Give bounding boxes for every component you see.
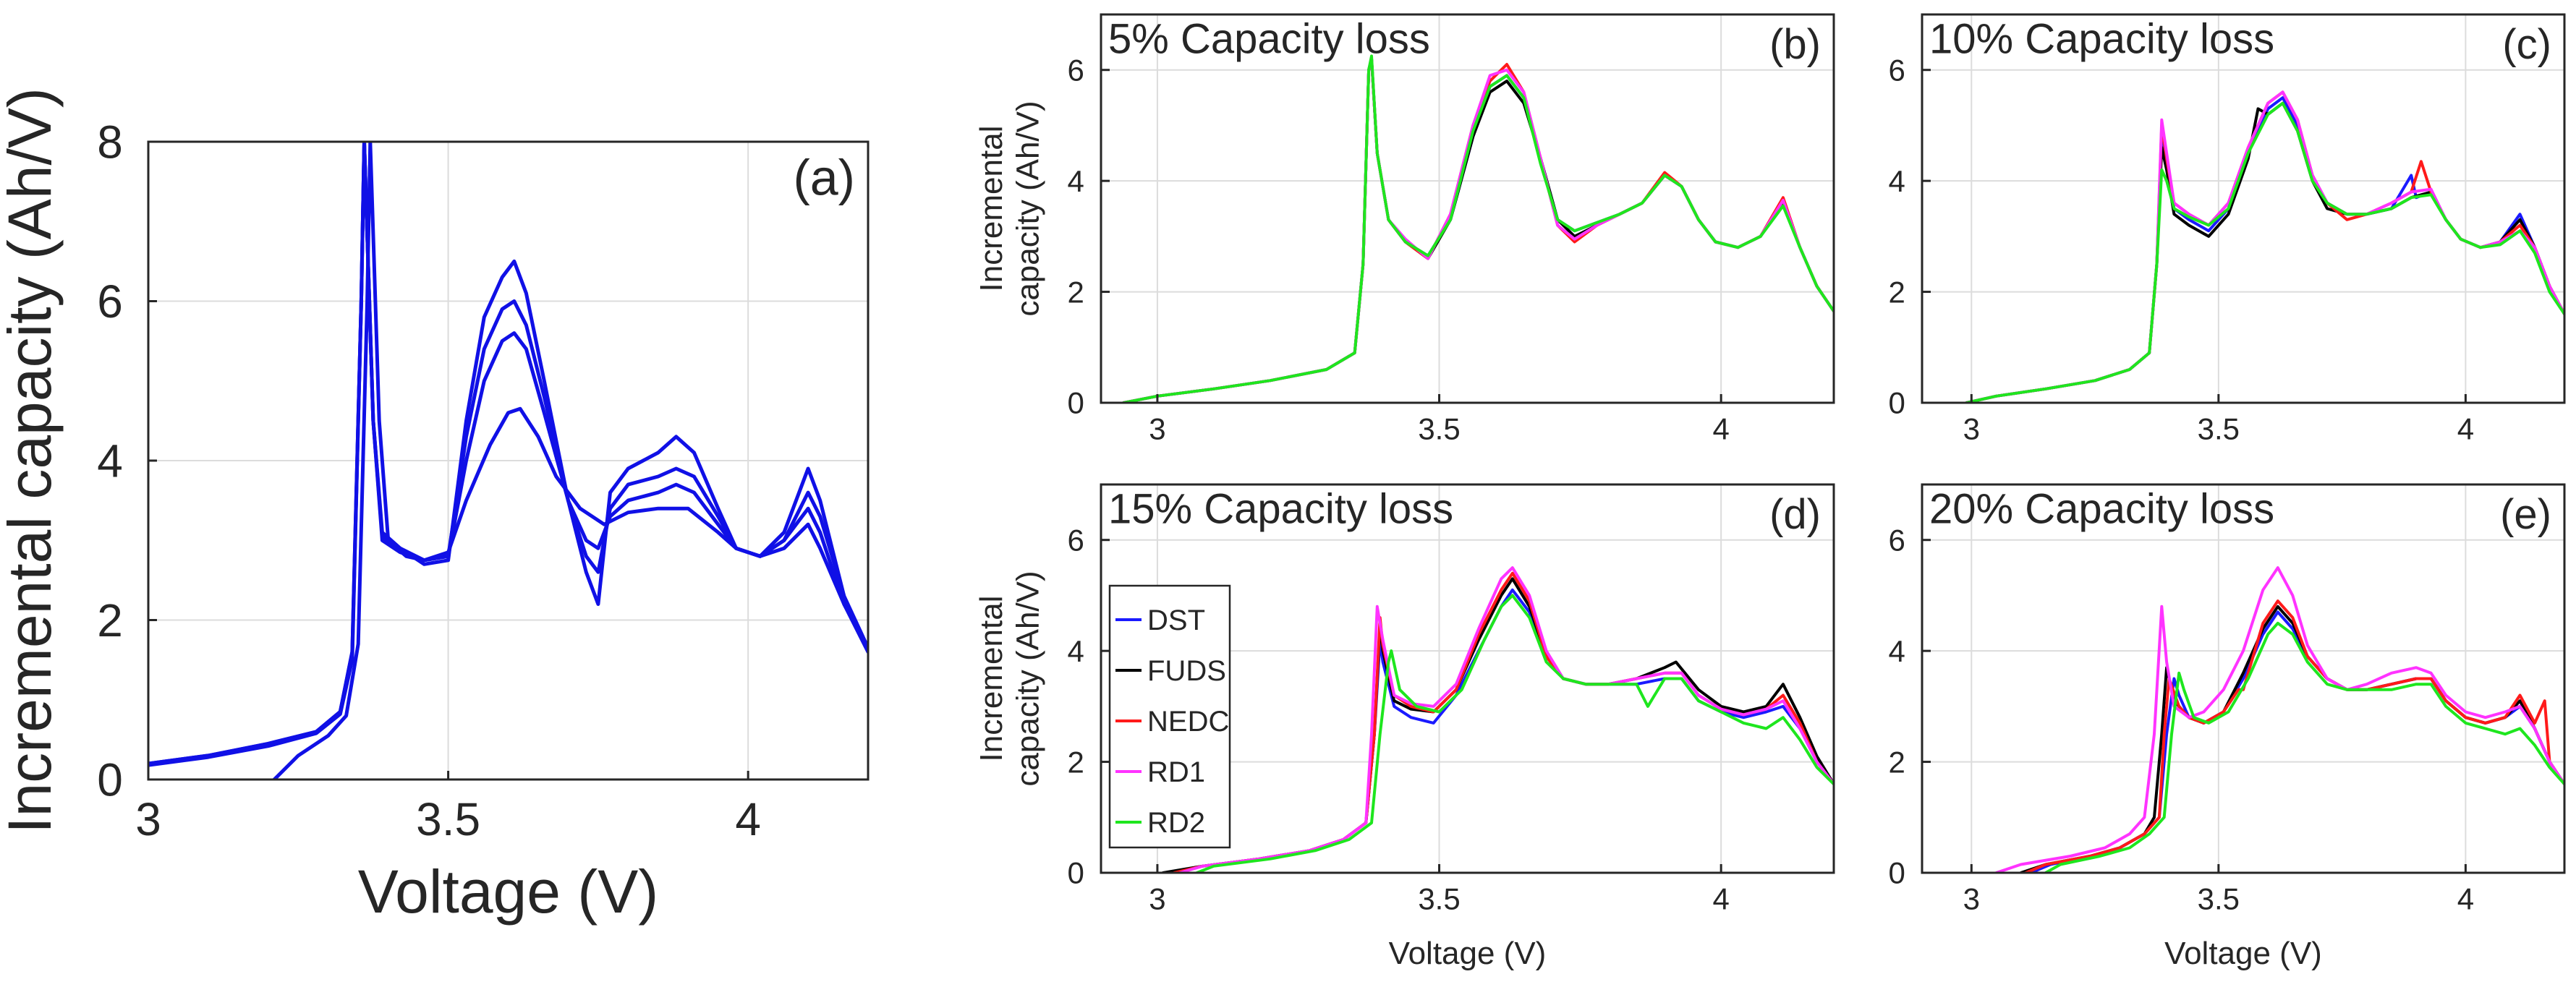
legend-label-nedc: NEDC <box>1147 706 1229 738</box>
y-tick-label: 2 <box>1889 745 1905 779</box>
x-tick-label: 3.5 <box>2198 881 2240 915</box>
x-axis-label: Voltage (V) <box>358 858 659 926</box>
y-axis-label: Incremental capacity (Ah/V) <box>0 87 64 834</box>
panel-label: (b) <box>1769 21 1821 68</box>
x-tick-label: 3 <box>1963 881 1980 915</box>
y-tick-label: 4 <box>1889 164 1905 198</box>
panel-title: 15% Capacity loss <box>1108 485 1453 532</box>
y-axis-label: Incrementalcapacity (Ah/V) <box>974 101 1046 316</box>
legend-label-fuds: FUDS <box>1147 655 1226 687</box>
x-tick-label: 3 <box>1149 411 1165 445</box>
x-tick-label: 3.5 <box>2198 411 2240 445</box>
y-tick-label: 0 <box>1889 386 1905 420</box>
x-tick-label: 3.5 <box>416 793 480 845</box>
plot-frame-b <box>1100 13 1835 404</box>
legend-label-rd1: RD1 <box>1147 756 1205 788</box>
y-tick-label: 6 <box>1068 523 1084 557</box>
series-line-rd1 <box>1178 566 1834 873</box>
plot-frame-c <box>1921 13 2566 404</box>
series-line-rd2 <box>1195 594 1834 873</box>
series-line-nedc <box>2024 599 2564 873</box>
y-tick-label: 0 <box>1068 386 1084 420</box>
x-tick-label: 3 <box>1149 881 1165 915</box>
y-tick-label: 4 <box>1889 634 1905 668</box>
y-tick-label: 6 <box>1889 523 1905 557</box>
legend-label-rd2: RD2 <box>1147 807 1205 839</box>
x-tick-label: 4 <box>2457 411 2474 445</box>
x-tick-label: 3.5 <box>1418 411 1460 445</box>
series-line-rd2 <box>1122 54 1834 403</box>
series-line-rd2 <box>2044 621 2564 873</box>
panel-e: 3 3.5 4 0 2 4 6 (e) 20% Capacity loss Voltage (V) <box>1889 483 2566 971</box>
series-group-a <box>148 142 868 780</box>
plot-area-b <box>1100 13 1835 404</box>
series-line-curve-4 <box>272 142 868 780</box>
x-axis-label: Voltage (V) <box>1389 936 1547 971</box>
legend-label-dst: DST <box>1147 605 1205 636</box>
y-tick-label: 0 <box>97 753 123 806</box>
panel-b: 3 3.5 4 0 2 4 6 (b) 5% Capacity loss Incrementalc… <box>974 13 1835 445</box>
x-tick-label: 4 <box>735 793 761 845</box>
x-tick-label: 3.5 <box>1418 881 1460 915</box>
panel-label: (c) <box>2502 21 2551 68</box>
panel-c: 3 3.5 4 0 2 4 6 (c) 10% Capacity loss <box>1889 13 2566 445</box>
series-group-c <box>1965 90 2564 403</box>
x-tick-label: 3 <box>135 793 161 845</box>
panel-title: 10% Capacity loss <box>1929 15 2274 62</box>
y-tick-label: 4 <box>1068 634 1084 668</box>
y-tick-label: 4 <box>97 435 123 487</box>
series-group-b <box>1122 54 1834 403</box>
panel-label: (e) <box>2500 491 2551 538</box>
y-tick-label: 2 <box>1889 275 1905 309</box>
y-axis-label-line-1: Incremental <box>974 596 1009 762</box>
y-tick-label: 8 <box>97 116 123 168</box>
x-tick-label: 3 <box>1963 411 1980 445</box>
panel-title: 20% Capacity loss <box>1929 485 2274 532</box>
y-tick-label: 6 <box>1889 53 1905 87</box>
y-tick-label: 0 <box>1068 856 1084 890</box>
y-tick-label: 6 <box>97 276 123 328</box>
legend: DST FUDS NEDC RD1 RD2 <box>1108 584 1231 849</box>
series-line-rd1 <box>1994 566 2564 873</box>
y-axis-label-line-2: capacity (Ah/V) <box>1011 101 1046 316</box>
y-tick-label: 2 <box>1068 745 1084 779</box>
x-tick-label: 4 <box>2457 881 2474 915</box>
x-axis-label: Voltage (V) <box>2164 936 2322 971</box>
panel-a: 3 3.5 4 0 2 4 6 8 (a) Voltage (V) Incremental capa… <box>0 87 870 926</box>
panel-d: 3 3.5 4 0 2 4 6 (d) 15% Capacity loss Voltage (V)… <box>974 483 1835 971</box>
y-tick-label: 4 <box>1068 164 1084 198</box>
plot-area-c <box>1921 13 2566 404</box>
plot-frame-e <box>1921 483 2566 874</box>
y-tick-label: 0 <box>1889 856 1905 890</box>
panel-label: (a) <box>793 150 855 206</box>
y-tick-label: 2 <box>97 594 123 646</box>
x-tick-label: 4 <box>1712 411 1729 445</box>
y-tick-label: 6 <box>1068 53 1084 87</box>
series-line-rd2 <box>1965 101 2564 403</box>
panel-title: 5% Capacity loss <box>1108 15 1430 62</box>
plot-frame-d <box>1100 483 1835 874</box>
legend-box <box>1108 584 1231 849</box>
y-axis-label: Incrementalcapacity (Ah/V) <box>974 571 1046 786</box>
panel-label: (d) <box>1769 491 1821 538</box>
x-tick-label: 4 <box>1712 881 1729 915</box>
y-axis-label-line-2: capacity (Ah/V) <box>1011 571 1046 786</box>
y-tick-label: 2 <box>1068 275 1084 309</box>
y-axis-label-line-1: Incremental <box>974 126 1009 292</box>
series-group-e <box>1994 566 2564 873</box>
series-group-d <box>1161 566 1834 873</box>
